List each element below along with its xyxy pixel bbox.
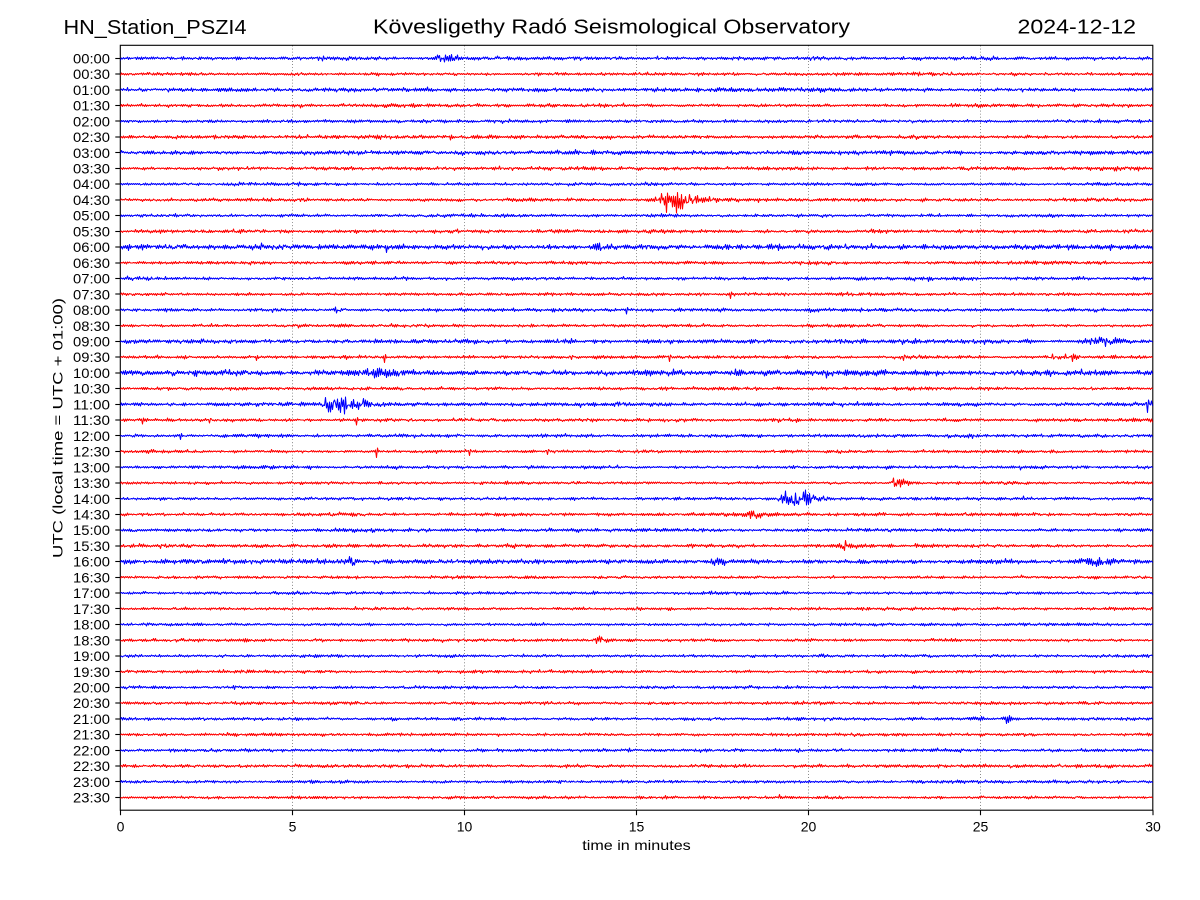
- svg-text:16:00: 16:00: [73, 554, 110, 570]
- svg-text:04:00: 04:00: [73, 176, 110, 192]
- svg-text:18:00: 18:00: [73, 617, 110, 633]
- svg-text:05:30: 05:30: [73, 224, 110, 240]
- svg-text:23:30: 23:30: [73, 790, 110, 806]
- svg-text:08:30: 08:30: [73, 318, 110, 334]
- svg-text:UTC (local time = UTC + 01:00): UTC (local time = UTC + 01:00): [50, 298, 66, 558]
- svg-text:14:00: 14:00: [73, 491, 110, 507]
- svg-text:18:30: 18:30: [73, 633, 110, 649]
- svg-text:22:00: 22:00: [73, 743, 110, 759]
- svg-text:12:30: 12:30: [73, 444, 110, 460]
- svg-text:03:00: 03:00: [73, 145, 110, 161]
- svg-text:06:30: 06:30: [73, 255, 110, 271]
- svg-text:03:30: 03:30: [73, 161, 110, 177]
- svg-text:01:30: 01:30: [73, 98, 110, 114]
- svg-text:21:00: 21:00: [73, 711, 110, 727]
- svg-text:13:00: 13:00: [73, 460, 110, 476]
- svg-text:09:30: 09:30: [73, 349, 110, 365]
- svg-text:2024-12-12: 2024-12-12: [1018, 16, 1137, 39]
- svg-text:10:00: 10:00: [73, 365, 110, 381]
- svg-text:04:30: 04:30: [73, 192, 110, 208]
- svg-text:10: 10: [457, 819, 473, 835]
- svg-text:17:30: 17:30: [73, 601, 110, 617]
- svg-text:14:30: 14:30: [73, 507, 110, 523]
- svg-text:HN_Station_PSZI4: HN_Station_PSZI4: [64, 16, 247, 39]
- svg-text:13:30: 13:30: [73, 475, 110, 491]
- svg-text:01:00: 01:00: [73, 82, 110, 98]
- svg-text:21:30: 21:30: [73, 727, 110, 743]
- svg-text:15:00: 15:00: [73, 522, 110, 538]
- svg-text:02:00: 02:00: [73, 114, 110, 130]
- svg-text:19:30: 19:30: [73, 664, 110, 680]
- svg-text:05:00: 05:00: [73, 208, 110, 224]
- svg-text:08:00: 08:00: [73, 302, 110, 318]
- svg-text:07:00: 07:00: [73, 271, 110, 287]
- svg-text:20: 20: [801, 819, 817, 835]
- svg-text:06:00: 06:00: [73, 239, 110, 255]
- svg-text:0: 0: [117, 819, 125, 835]
- svg-text:00:00: 00:00: [73, 51, 110, 67]
- svg-text:time in minutes: time in minutes: [582, 837, 691, 853]
- svg-text:15:30: 15:30: [73, 538, 110, 554]
- svg-text:19:00: 19:00: [73, 648, 110, 664]
- svg-text:17:00: 17:00: [73, 585, 110, 601]
- svg-text:12:00: 12:00: [73, 428, 110, 444]
- svg-text:Kövesligethy Radó Seismologica: Kövesligethy Radó Seismological Observat…: [373, 16, 851, 39]
- svg-text:00:30: 00:30: [73, 66, 110, 82]
- svg-text:20:00: 20:00: [73, 680, 110, 696]
- svg-text:07:30: 07:30: [73, 287, 110, 303]
- svg-text:30: 30: [1145, 819, 1161, 835]
- svg-text:22:30: 22:30: [73, 758, 110, 774]
- svg-text:5: 5: [289, 819, 297, 835]
- svg-text:09:00: 09:00: [73, 334, 110, 350]
- svg-text:10:30: 10:30: [73, 381, 110, 397]
- svg-text:23:00: 23:00: [73, 774, 110, 790]
- svg-text:15: 15: [629, 819, 645, 835]
- svg-text:25: 25: [973, 819, 989, 835]
- svg-text:20:30: 20:30: [73, 695, 110, 711]
- svg-text:16:30: 16:30: [73, 570, 110, 586]
- svg-text:11:30: 11:30: [73, 412, 110, 428]
- svg-text:11:00: 11:00: [73, 397, 110, 413]
- svg-text:02:30: 02:30: [73, 129, 110, 145]
